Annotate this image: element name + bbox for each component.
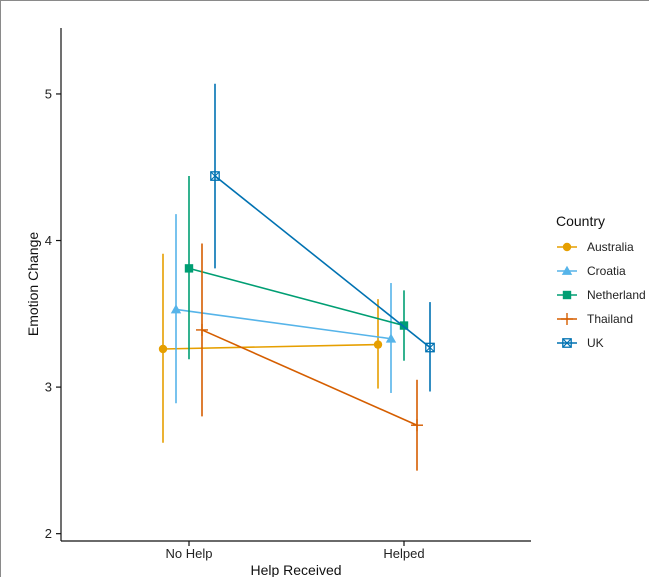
legend-key-marker-thailand xyxy=(561,313,573,325)
series-croatia xyxy=(170,214,397,404)
legend-title: Country xyxy=(556,213,605,229)
point-uk-no-help-x2 xyxy=(210,171,220,181)
point-uk-helped-x2 xyxy=(425,342,435,353)
series-line-uk xyxy=(214,175,431,349)
legend-label-uk: UK xyxy=(587,336,604,350)
y-ticks: 2 3 4 5 xyxy=(45,86,61,541)
legend-label-thailand: Thailand xyxy=(587,312,633,326)
legend-key-marker-australia xyxy=(562,242,572,252)
point-netherland-helped xyxy=(399,321,409,330)
series-line-thailand xyxy=(201,329,418,426)
y-tick-label-3: 3 xyxy=(45,380,52,395)
legend-item-thailand: Thailand xyxy=(557,312,633,326)
legend-key-marker-uk-box xyxy=(562,338,572,348)
legend-item-uk: UK xyxy=(557,336,604,350)
legend-item-croatia: Croatia xyxy=(557,264,626,278)
series-line-netherland xyxy=(188,267,405,327)
legend-label-netherland: Netherland xyxy=(587,288,646,302)
point-croatia-helped xyxy=(385,333,397,343)
point-thailand-no-help xyxy=(196,323,208,336)
point-thailand-helped xyxy=(411,419,423,432)
point-croatia-no-help xyxy=(170,304,182,314)
legend-key-marker-uk-x2 xyxy=(562,338,572,348)
legend-label-australia: Australia xyxy=(587,240,634,254)
legend-key-marker-netherland xyxy=(562,290,572,300)
legend-item-australia: Australia xyxy=(557,240,634,254)
y-axis-title: Emotion Change xyxy=(25,232,41,337)
legend-item-netherland: Netherland xyxy=(557,288,646,302)
x-tick-label-helped: Helped xyxy=(383,546,424,561)
x-axis-title: Help Received xyxy=(250,562,341,577)
axes xyxy=(60,28,531,542)
y-tick-label-5: 5 xyxy=(45,86,52,101)
point-australia-helped xyxy=(373,340,383,349)
series-line-croatia xyxy=(175,308,392,340)
y-tick-label-4: 4 xyxy=(45,233,52,248)
series-thailand xyxy=(196,243,423,471)
series-netherland xyxy=(184,176,409,361)
point-uk-no-help-box xyxy=(210,171,220,181)
series-australia xyxy=(158,253,383,443)
point-australia-no-help xyxy=(158,344,168,354)
y-tick-label-2: 2 xyxy=(45,526,52,541)
legend-key-marker-croatia xyxy=(561,265,573,275)
plot-area xyxy=(158,83,435,471)
series-line-australia xyxy=(162,343,379,350)
point-netherland-no-help xyxy=(184,264,194,273)
legend-label-croatia: Croatia xyxy=(587,264,626,278)
point-uk-helped-box xyxy=(425,342,435,353)
point-uk-helped xyxy=(425,342,435,353)
x-tick-label-no-help: No Help xyxy=(166,546,213,561)
x-ticks: No Help Helped xyxy=(166,541,425,561)
point-uk-no-help xyxy=(210,171,220,181)
legend-key-marker-uk xyxy=(562,338,572,348)
legend: Country Australia Croatia Netherland Thaila… xyxy=(556,213,646,350)
series-uk xyxy=(210,83,435,392)
